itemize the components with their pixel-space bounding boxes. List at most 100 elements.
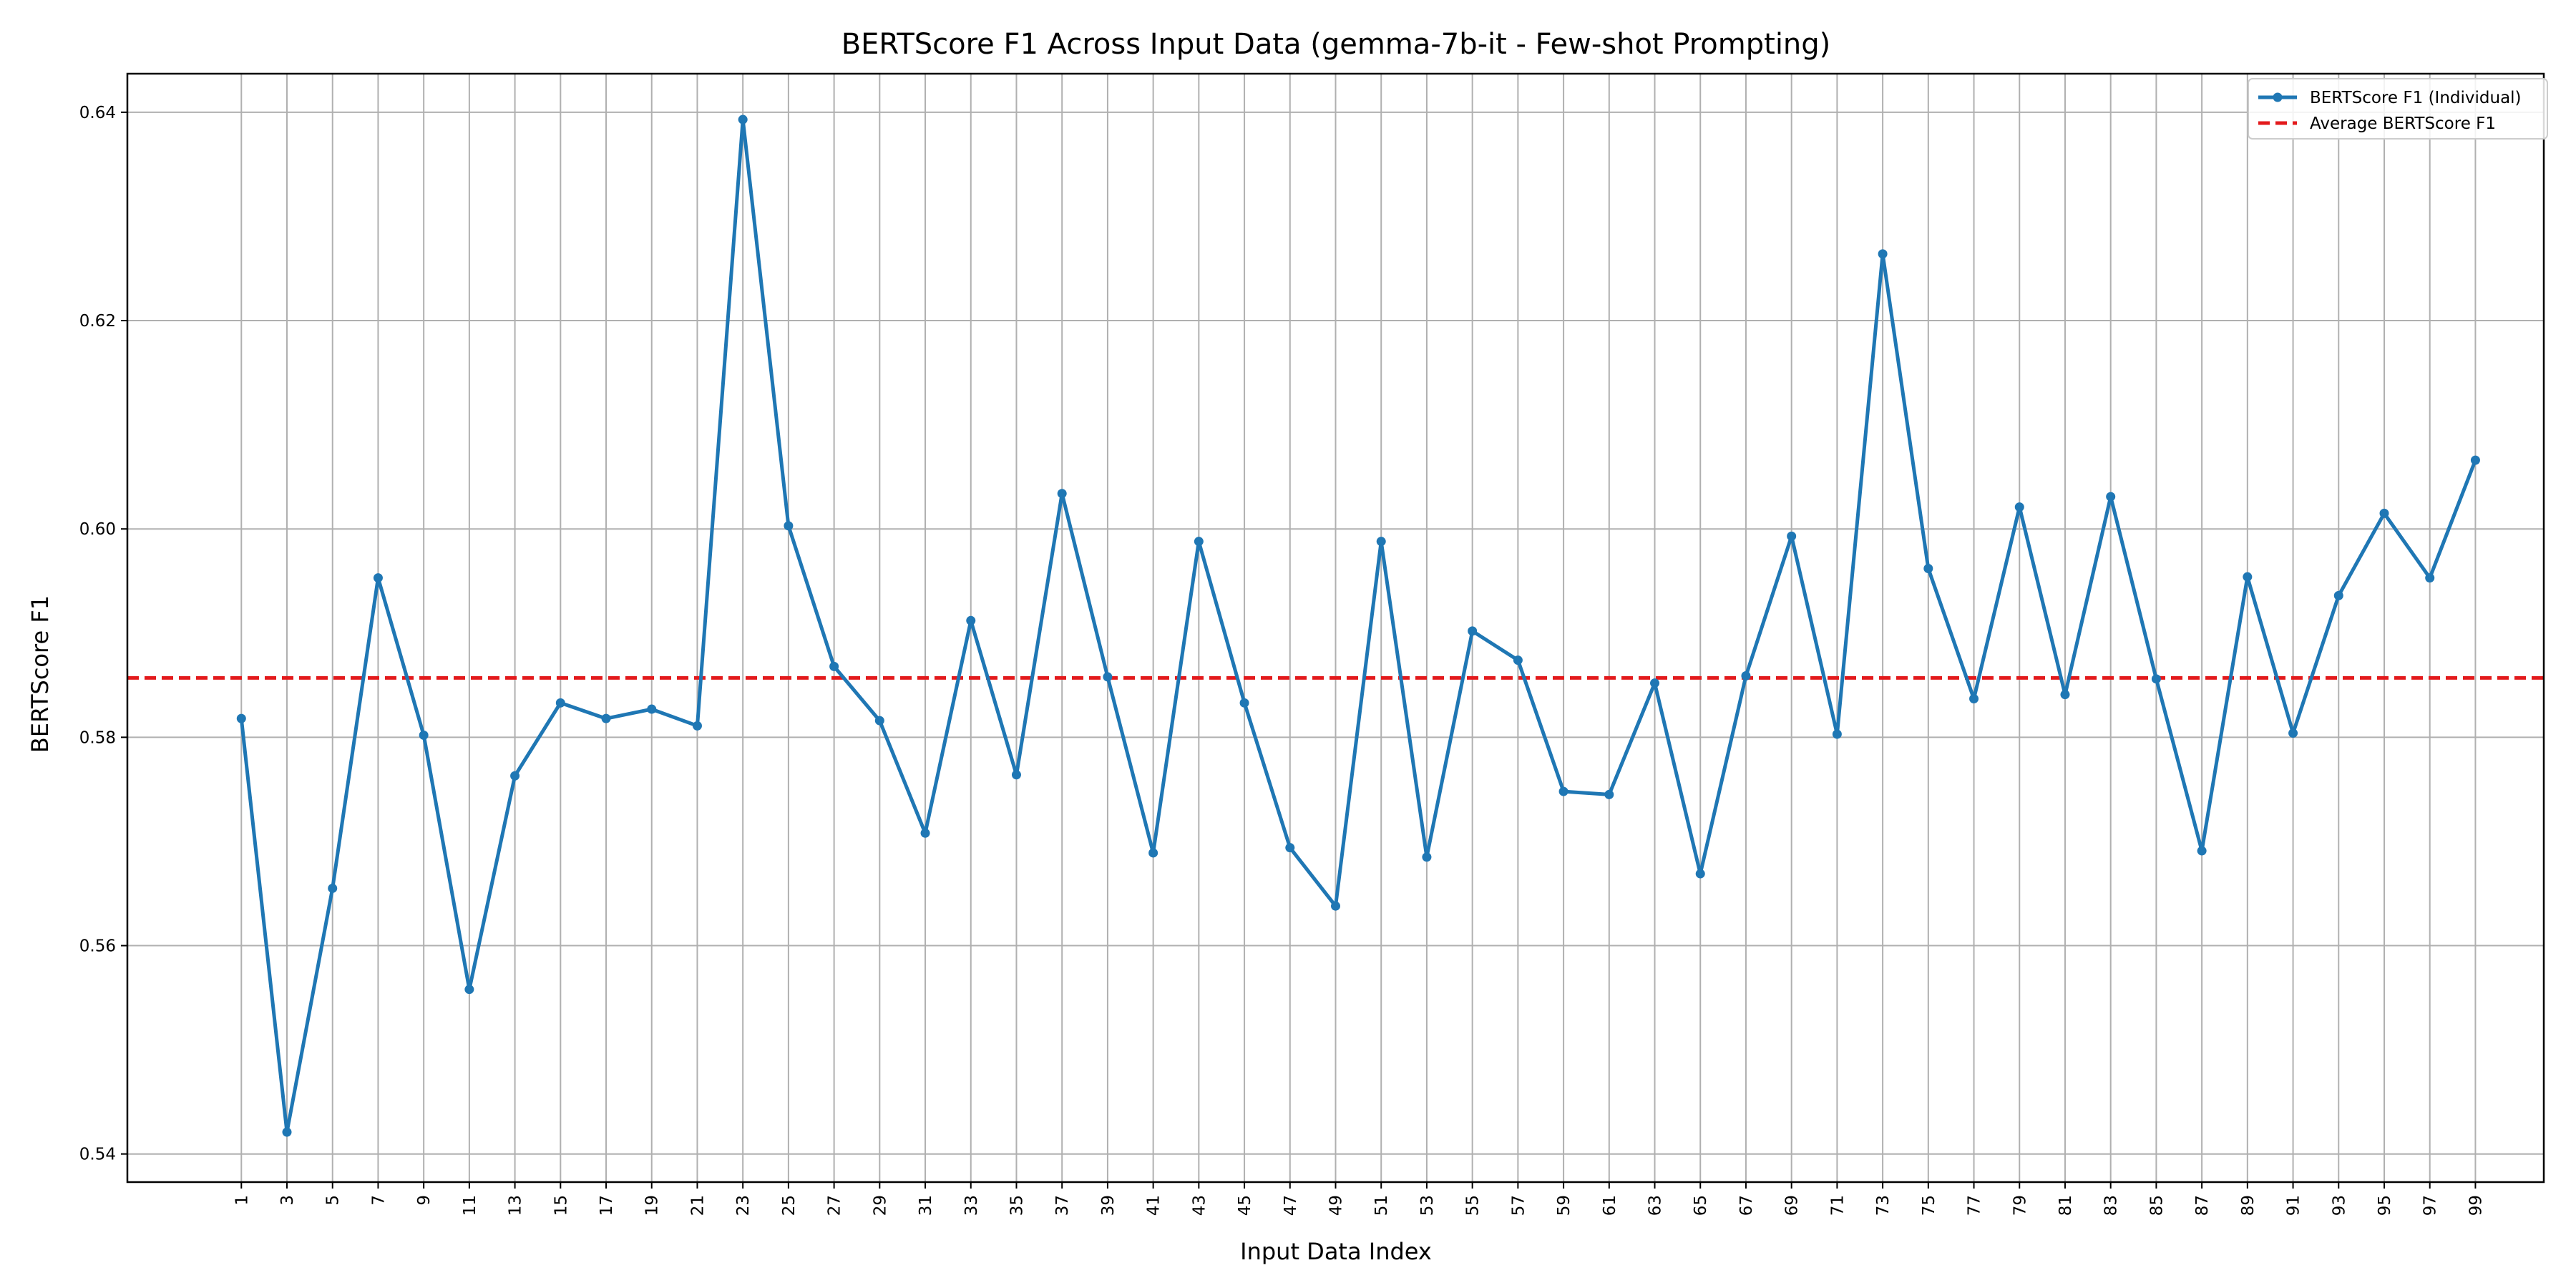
x-tick-label: 37	[1053, 1195, 1072, 1216]
x-tick-label: 27	[826, 1195, 844, 1216]
data-point	[692, 721, 702, 731]
x-tick-label: 9	[415, 1195, 434, 1206]
x-tick-label: 85	[2147, 1195, 2166, 1216]
x-tick-label: 91	[2285, 1195, 2303, 1216]
x-tick-label: 45	[1236, 1195, 1254, 1216]
y-tick-label: 0.60	[79, 520, 116, 539]
x-tick-label: 33	[962, 1195, 981, 1216]
x-tick-label: 1	[233, 1195, 251, 1206]
data-point	[1148, 848, 1158, 858]
data-point	[1239, 698, 1249, 708]
data-point	[2014, 502, 2024, 512]
x-tick-label: 89	[2239, 1195, 2258, 1216]
data-point	[1650, 678, 1660, 688]
x-tick-label: 63	[1646, 1195, 1665, 1216]
data-point	[328, 883, 338, 893]
data-point	[1011, 770, 1021, 780]
data-point	[1787, 531, 1797, 541]
data-point	[1376, 537, 1386, 547]
x-tick-label: 39	[1099, 1195, 1118, 1216]
legend-marker-individual	[2273, 92, 2283, 102]
x-tick-label: 29	[871, 1195, 889, 1216]
data-point	[1695, 869, 1705, 879]
data-point	[2243, 572, 2253, 582]
x-tick-label: 73	[1874, 1195, 1893, 1216]
x-tick-label: 23	[734, 1195, 753, 1216]
data-point	[1558, 786, 1568, 796]
data-point	[2060, 690, 2070, 700]
x-tick-label: 19	[643, 1195, 662, 1216]
x-tick-label: 81	[2057, 1195, 2075, 1216]
x-tick-label: 75	[1920, 1195, 1938, 1216]
x-tick-label: 15	[552, 1195, 570, 1216]
y-tick-label: 0.56	[79, 937, 116, 956]
data-point	[2197, 846, 2207, 856]
x-tick-label: 13	[507, 1195, 525, 1216]
y-tick-label: 0.64	[79, 104, 116, 122]
series-layer	[236, 114, 2480, 1137]
x-tick-label: 83	[2102, 1195, 2121, 1216]
y-tick-label: 0.62	[79, 312, 116, 331]
x-tick-label: 59	[1555, 1195, 1574, 1216]
x-tick-label: 53	[1418, 1195, 1437, 1216]
data-point	[1194, 537, 1204, 547]
data-point	[419, 730, 429, 740]
x-tick-label: 43	[1190, 1195, 1209, 1216]
y-tick-label: 0.58	[79, 728, 116, 747]
y-tick-label: 0.54	[79, 1146, 116, 1164]
data-point	[2333, 590, 2343, 600]
data-point	[555, 698, 565, 708]
x-tick-label: 71	[1828, 1195, 1847, 1216]
data-point	[2151, 674, 2161, 684]
data-point	[2288, 728, 2298, 738]
x-tick-label: 97	[2421, 1195, 2440, 1216]
data-point	[874, 716, 884, 726]
legend-label-average: Average BERTScore F1	[2310, 114, 2496, 133]
x-tick-label: 67	[1737, 1195, 1756, 1216]
data-point	[2425, 573, 2435, 583]
x-tick-label: 21	[688, 1195, 707, 1216]
data-point	[510, 771, 520, 781]
legend-label-individual: BERTScore F1 (Individual)	[2310, 89, 2522, 107]
data-point	[1604, 789, 1614, 799]
x-tick-label: 5	[324, 1195, 343, 1206]
x-axis-label: Input Data Index	[1240, 1238, 1432, 1265]
x-tick-label: 49	[1327, 1195, 1346, 1216]
data-point	[738, 114, 748, 125]
x-tick-label: 3	[278, 1195, 297, 1206]
x-tick-label: 69	[1783, 1195, 1802, 1216]
data-point	[282, 1127, 292, 1137]
x-tick-label: 79	[2011, 1195, 2029, 1216]
x-tick-label: 17	[597, 1195, 616, 1216]
data-point	[236, 713, 246, 723]
x-tick-label: 25	[780, 1195, 799, 1216]
x-tick-label: 35	[1008, 1195, 1026, 1216]
data-point	[1331, 901, 1340, 911]
data-point	[1057, 489, 1067, 499]
x-tick-label: 65	[1692, 1195, 1710, 1216]
x-tick-label: 55	[1464, 1195, 1483, 1216]
data-point	[647, 704, 657, 714]
x-tick-label: 11	[461, 1195, 479, 1216]
y-axis-label: BERTScore F1	[26, 595, 54, 753]
x-tick-label: 57	[1509, 1195, 1528, 1216]
x-tick-label: 51	[1372, 1195, 1391, 1216]
data-point	[1285, 843, 1295, 853]
data-point	[829, 661, 839, 671]
data-point	[1832, 729, 1842, 739]
data-point	[1468, 626, 1478, 636]
tick-layer: 1 3 5 7 9 11 13 15 17 19 21 23 25 27 29 31 33 35 37 39 41 43 4…	[79, 104, 2486, 1216]
data-point	[1878, 249, 1888, 259]
x-tick-label: 77	[1966, 1195, 1984, 1216]
data-point	[966, 615, 976, 625]
legend-box	[2248, 78, 2548, 140]
grid-lines	[127, 74, 2544, 1182]
data-point	[1923, 564, 1933, 574]
x-tick-label: 93	[2330, 1195, 2348, 1216]
data-point	[373, 573, 383, 583]
x-tick-label: 41	[1145, 1195, 1163, 1216]
series-line-individual	[239, 117, 2477, 1134]
